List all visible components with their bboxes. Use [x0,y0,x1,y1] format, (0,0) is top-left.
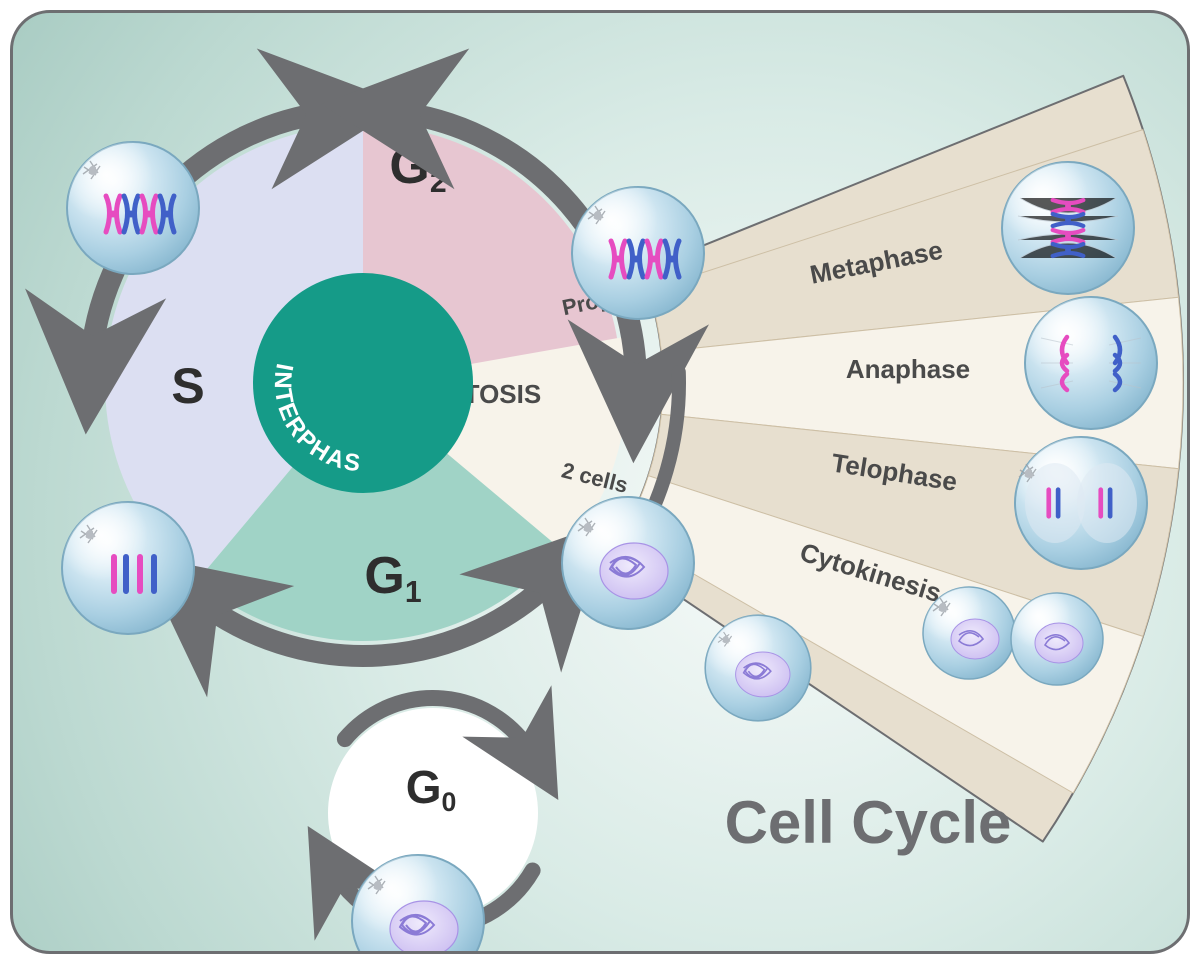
g1-cell [562,497,694,629]
cell-cycle-svg: MetaphaseAnaphaseTelophaseCytokinesis G2… [13,13,1190,954]
diagram-title: Cell Cycle [725,789,1012,856]
diagram-frame: MetaphaseAnaphaseTelophaseCytokinesis G2… [10,10,1190,954]
g2-cell-left [67,142,199,274]
metaphase-cell [1002,162,1134,294]
s-cell [62,502,194,634]
g1-daughter [705,615,811,721]
fan-label-anaphase: Anaphase [846,354,970,384]
anaphase-cell [1025,297,1157,429]
g2-cell-right [572,187,704,319]
sector-label-s: S [171,358,204,414]
telophase-cell [1015,437,1147,569]
